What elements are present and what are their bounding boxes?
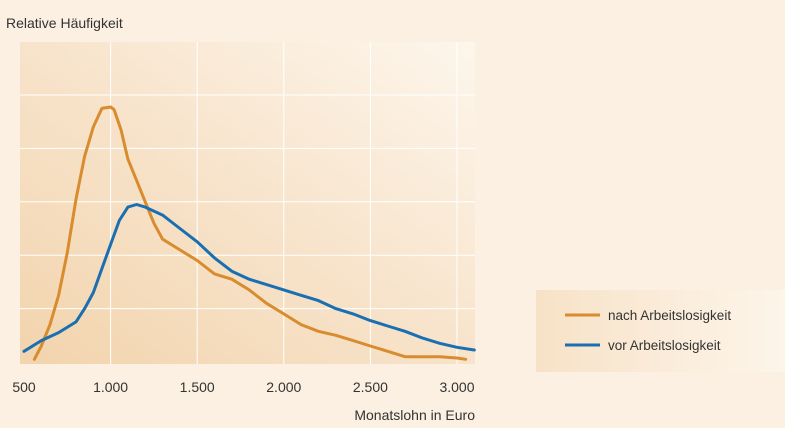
legend-box <box>536 290 785 372</box>
x-tick-label: 2.000 <box>266 379 301 395</box>
x-axis-label: Monatslohn in Euro <box>354 407 475 423</box>
grid-lines <box>20 42 475 364</box>
legend: nach Arbeitslosigkeit vor Arbeitslosigke… <box>536 290 785 372</box>
x-tick-label: 500 <box>12 379 36 395</box>
series-group <box>22 105 476 361</box>
x-tick-label: 1.000 <box>93 379 128 395</box>
legend-label-nach: nach Arbeitslosigkeit <box>608 308 731 323</box>
plot-area <box>20 42 475 364</box>
y-axis-label: Relative Häufigkeit <box>6 15 123 31</box>
x-tick-label: 3.000 <box>439 379 474 395</box>
x-tick-label: 1.500 <box>180 379 215 395</box>
legend-label-vor: vor Arbeitslosigkeit <box>608 338 721 353</box>
x-tick-label: 2.500 <box>353 379 388 395</box>
series-line-vor-arbeitslosigkeit <box>22 203 476 353</box>
series-line-nach-arbeitslosigkeit <box>32 105 468 361</box>
x-axis-ticks: 500 1.000 1.500 2.000 2.500 3.000 <box>12 379 474 395</box>
